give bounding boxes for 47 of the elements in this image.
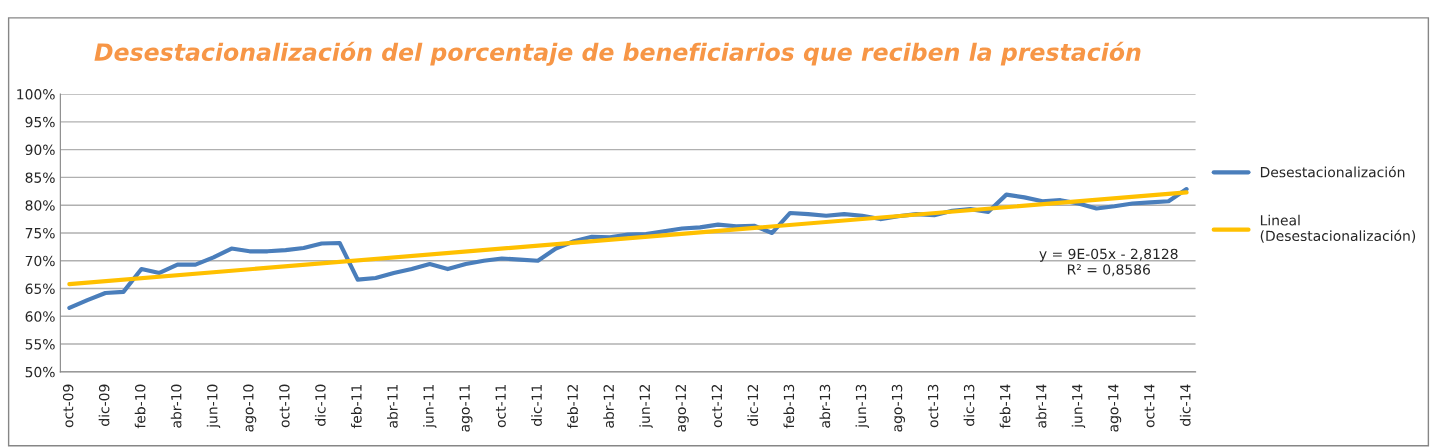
x-tick-label: ago-11 xyxy=(459,384,473,432)
annotation: y = 9E-05x - 2,8128 R² = 0,8586 xyxy=(1039,248,1178,277)
legend-label: Desestacionalización xyxy=(1260,166,1405,178)
y-tick-label: 70% xyxy=(25,255,55,267)
y-tick-label: 75% xyxy=(25,227,55,239)
x-tick-label: feb-13 xyxy=(783,384,795,429)
x-tick-label: oct-09 xyxy=(62,384,74,428)
legend-label: Lineal (Desestacionalización) xyxy=(1260,214,1416,243)
chart-title: Desestacionalización del porcentaje de beneficiarios que reciben la prestación xyxy=(94,41,1141,66)
x-tick-label: ago-14 xyxy=(1108,384,1122,432)
x-tick-label: abr-14 xyxy=(1035,384,1047,428)
x-tick-label: jun-11 xyxy=(423,384,437,429)
y-tick-label: 90% xyxy=(25,144,55,156)
x-tick-label: feb-11 xyxy=(350,384,362,429)
x-tick-label: dic-14 xyxy=(1179,384,1191,426)
x-tick-label: oct-12 xyxy=(711,385,723,428)
x-tick-label: oct-11 xyxy=(495,384,506,428)
x-tick-label: abr-10 xyxy=(170,384,182,428)
y-tick-label: 50% xyxy=(25,366,55,378)
x-tick-label: abr-13 xyxy=(819,384,831,428)
y-tick-label: 95% xyxy=(25,116,55,128)
x-tick-label: dic-12 xyxy=(747,385,759,426)
x-tick-label: oct-10 xyxy=(279,384,290,428)
x-tick-label: jun-14 xyxy=(1071,384,1086,429)
x-tick-label: feb-10 xyxy=(134,384,146,429)
x-tick-label: dic-13 xyxy=(963,384,975,426)
x-tick-label: dic-11 xyxy=(531,384,542,426)
y-tick-label: 80% xyxy=(25,200,55,211)
x-tick-label: feb-14 xyxy=(999,384,1011,429)
x-tick-label: oct-13 xyxy=(927,384,939,428)
x-tick-label: abr-12 xyxy=(603,385,614,428)
y-tick-label: 55% xyxy=(25,339,55,350)
y-tick-label: 85% xyxy=(25,172,55,183)
x-tick-label: abr-11 xyxy=(386,384,398,428)
x-tick-label: dic-09 xyxy=(98,384,110,426)
x-tick-label: ago-10 xyxy=(243,384,257,432)
x-tick-label: jun-13 xyxy=(855,384,869,429)
x-tick-label: jun-12 xyxy=(639,385,653,429)
x-tick-label: ago-13 xyxy=(891,384,905,432)
y-tick-label: 100% xyxy=(17,89,55,100)
x-tick-label: dic-10 xyxy=(314,384,326,426)
x-tick-label: feb-12 xyxy=(567,385,578,429)
y-tick-label: 65% xyxy=(25,283,55,294)
x-tick-label: oct-14 xyxy=(1144,384,1155,428)
y-tick-label: 60% xyxy=(25,311,55,322)
x-tick-label: jun-10 xyxy=(206,384,221,429)
x-tick-label: ago-12 xyxy=(675,385,689,432)
